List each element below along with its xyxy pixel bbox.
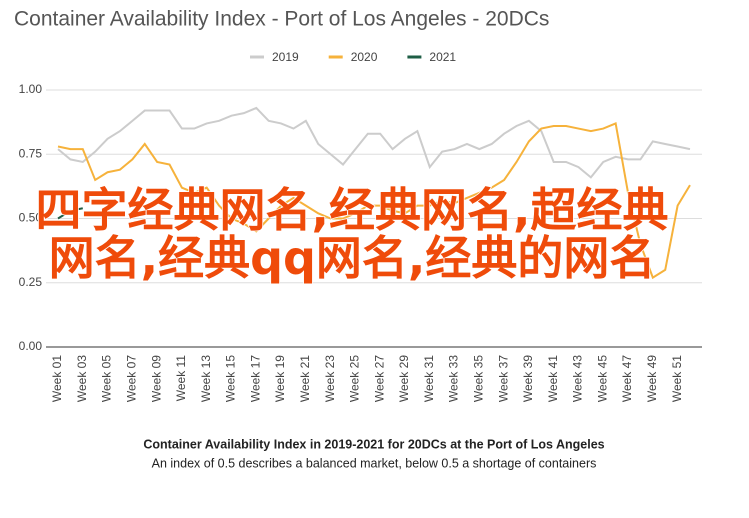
x-tick-label: Week 41 [546,355,560,402]
x-tick-label: Week 09 [149,355,163,402]
x-tick-label: Week 25 [348,355,362,402]
x-tick-label: Week 13 [199,355,213,402]
x-tick-label: Week 19 [273,355,287,402]
x-tick-label: Week 07 [125,355,139,402]
y-tick-label: 0.25 [19,275,43,289]
x-tick-label: Week 05 [100,355,114,402]
legend-label: 2021 [429,50,456,64]
series-line [57,122,691,280]
x-tick-label: Week 45 [595,355,609,402]
x-tick-label: Week 37 [496,355,510,402]
x-tick-label: Week 35 [472,355,486,402]
y-tick-label: 0.00 [19,339,43,353]
series-line [57,106,691,179]
x-tick-label: Week 51 [670,355,684,402]
x-tick-label: Week 29 [397,355,411,402]
x-tick-label: Week 39 [521,355,535,402]
x-tick-label: Week 31 [422,355,436,402]
x-tick-label: Week 21 [298,355,312,402]
y-tick-label: 1.00 [19,82,43,96]
caption: Container Availability Index in 2019-202… [143,437,604,451]
x-tick-label: Week 43 [571,355,585,402]
legend-label: 2020 [351,50,378,64]
legend-label: 2019 [272,50,299,64]
chart-title: Container Availability Index - Port of L… [14,8,549,31]
y-tick-label: 0.75 [19,146,43,160]
x-tick-label: Week 47 [620,355,634,402]
subcaption: An index of 0.5 describes a balanced mar… [152,456,597,470]
x-tick-label: Week 49 [645,355,659,402]
x-tick-label: Week 11 [174,355,188,402]
x-tick-label: Week 23 [323,355,337,402]
x-tick-label: Week 03 [75,355,89,402]
x-tick-label: Week 17 [248,355,262,402]
x-tick-label: Week 01 [50,355,64,402]
y-tick-label: 0.50 [19,211,43,225]
x-tick-label: Week 15 [224,355,238,402]
series-line [57,207,83,220]
overlay-text: 四字经典网名,经典网名,超经典网名,经典qq网名,经典的网名 [35,183,669,285]
x-tick-label: Week 33 [447,355,461,402]
x-tick-label: Week 27 [372,355,386,402]
